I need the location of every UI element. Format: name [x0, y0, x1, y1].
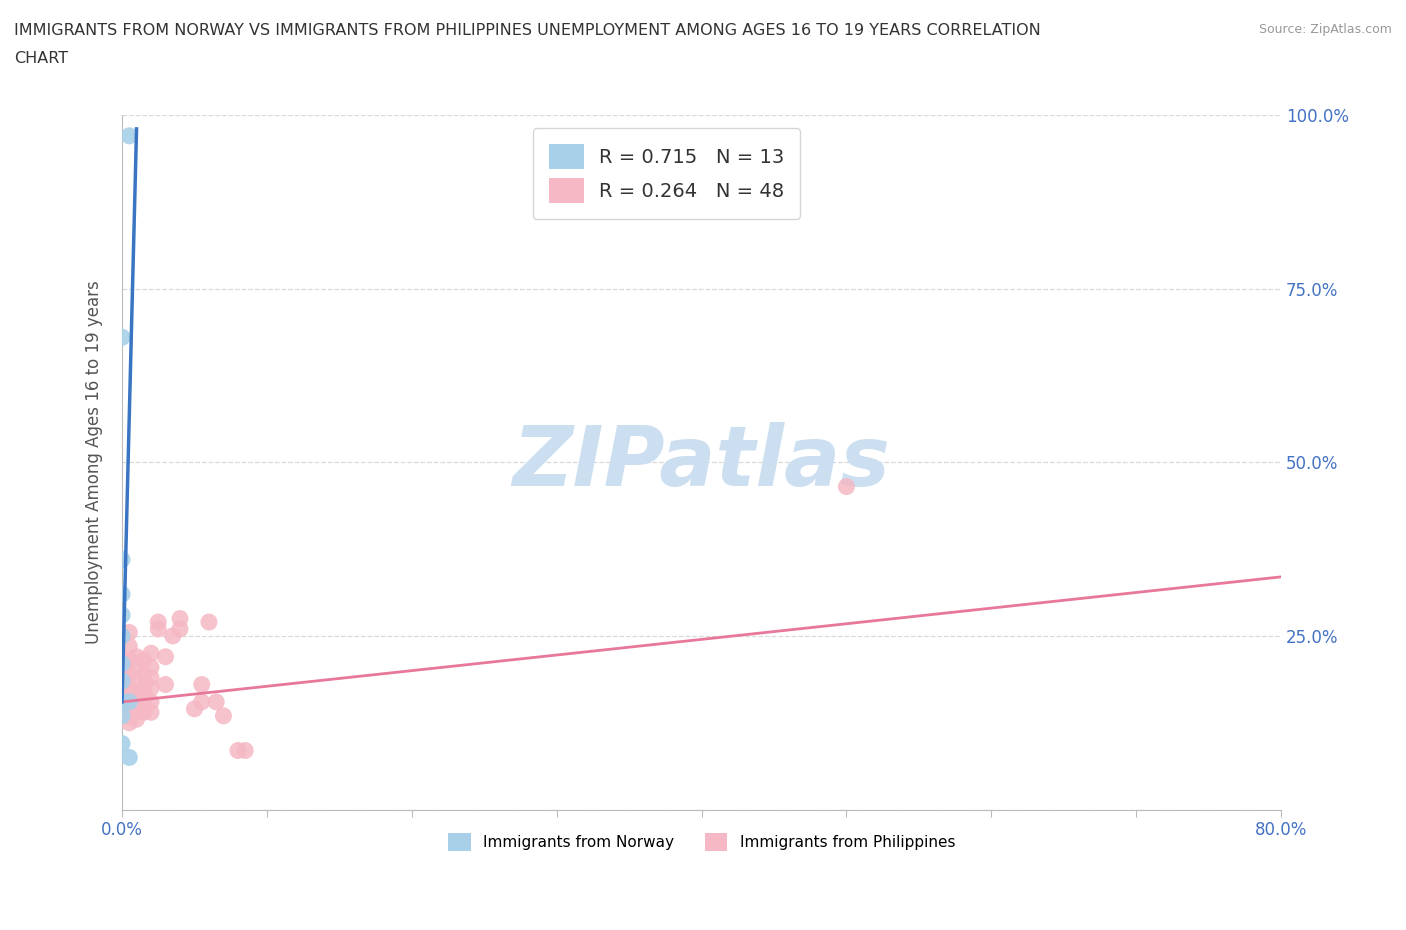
Point: [132, 667, 155, 682]
Point: [125, 649, 148, 664]
Text: IMMIGRANTS FROM NORWAY VS IMMIGRANTS FROM PHILIPPINES UNEMPLOYMENT AMONG AGES 16: IMMIGRANTS FROM NORWAY VS IMMIGRANTS FRO…: [14, 23, 1040, 38]
Point: [118, 128, 141, 143]
Point: [111, 629, 134, 644]
Point: [183, 701, 205, 716]
Point: [139, 681, 162, 696]
Point: [132, 695, 155, 710]
Point: [132, 705, 155, 720]
Point: [111, 330, 134, 345]
Point: [198, 615, 221, 630]
Point: [148, 615, 170, 630]
Point: [111, 552, 134, 567]
Point: [205, 695, 228, 710]
Point: [139, 659, 162, 674]
Point: [118, 695, 141, 710]
Point: [169, 611, 191, 626]
Point: [118, 709, 141, 724]
Point: [132, 681, 155, 696]
Point: [111, 653, 134, 668]
Point: [162, 629, 184, 644]
Point: [111, 681, 134, 696]
Text: Source: ZipAtlas.com: Source: ZipAtlas.com: [1258, 23, 1392, 36]
Point: [111, 709, 134, 724]
Point: [118, 667, 141, 682]
Point: [125, 687, 148, 702]
Point: [118, 715, 141, 730]
Point: [155, 649, 177, 664]
Point: [139, 695, 162, 710]
Point: [118, 625, 141, 640]
Point: [190, 677, 212, 692]
Point: [132, 687, 155, 702]
Text: CHART: CHART: [14, 51, 67, 66]
Point: [125, 701, 148, 716]
Point: [835, 479, 858, 494]
Point: [139, 671, 162, 685]
Point: [118, 653, 141, 668]
Point: [125, 659, 148, 674]
Point: [212, 709, 235, 724]
Point: [139, 645, 162, 660]
Point: [155, 677, 177, 692]
Point: [111, 657, 134, 671]
Y-axis label: Unemployment Among Ages 16 to 19 years: Unemployment Among Ages 16 to 19 years: [86, 281, 103, 644]
Legend: Immigrants from Norway, Immigrants from Philippines: Immigrants from Norway, Immigrants from …: [441, 827, 962, 857]
Point: [111, 695, 134, 710]
Point: [118, 695, 141, 710]
Point: [226, 743, 249, 758]
Point: [132, 653, 155, 668]
Point: [233, 743, 256, 758]
Text: ZIPatlas: ZIPatlas: [513, 422, 890, 503]
Point: [190, 695, 212, 710]
Point: [118, 639, 141, 654]
Point: [169, 621, 191, 636]
Point: [111, 737, 134, 751]
Point: [111, 687, 134, 702]
Point: [118, 681, 141, 696]
Point: [118, 750, 141, 764]
Point: [125, 673, 148, 688]
Point: [118, 701, 141, 716]
Point: [111, 587, 134, 602]
Point: [111, 607, 134, 622]
Point: [148, 621, 170, 636]
Point: [125, 711, 148, 726]
Point: [111, 667, 134, 682]
Point: [111, 673, 134, 688]
Point: [125, 695, 148, 710]
Point: [139, 705, 162, 720]
